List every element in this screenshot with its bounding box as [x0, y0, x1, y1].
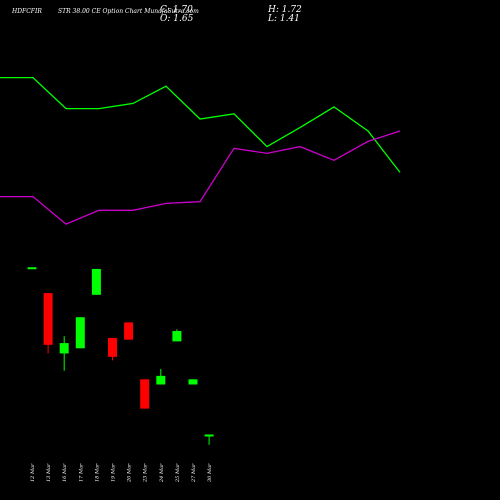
- x-tick-label: 30 Mar: [207, 463, 213, 482]
- candle-body: [172, 331, 182, 342]
- high-value: H: 1.72: [268, 5, 302, 15]
- candle: [59, 336, 69, 371]
- candle: [108, 337, 117, 361]
- candle-body: [91, 268, 101, 295]
- close-value: C: 1.70: [160, 5, 193, 15]
- x-tick-label: 24 Mar: [159, 463, 165, 483]
- candles: [27, 267, 214, 445]
- candle-body: [188, 379, 198, 385]
- candle: [140, 379, 150, 409]
- symbol-label: HDFCFIR: [12, 8, 42, 15]
- open-value: O: 1.65: [160, 14, 194, 24]
- candle: [156, 368, 166, 385]
- series-line-green: [0, 76, 401, 173]
- candle-body: [108, 337, 117, 357]
- candle-body: [43, 293, 53, 345]
- x-tick-label: 20 Mar: [127, 463, 133, 483]
- candle-body: [27, 267, 37, 270]
- x-tick-label: 13 Mar: [46, 463, 52, 482]
- x-tick-label: 19 Mar: [111, 463, 117, 482]
- x-tick-label: 25 Mar: [175, 463, 181, 483]
- chart-subtitle: STR 38.00 CE Option Chart MunafaSutra.co…: [58, 8, 199, 15]
- candle: [172, 329, 182, 342]
- candle-body: [59, 343, 69, 354]
- candle-body: [75, 317, 85, 349]
- candle: [188, 379, 198, 385]
- candle: [124, 322, 134, 340]
- x-axis-labels: 12 Mar 13 Mar 16 Mar 17 Mar 18 Mar 19 Mar 20 M…: [30, 463, 213, 483]
- candle: [43, 293, 53, 354]
- x-tick-label: 16 Mar: [62, 463, 68, 482]
- series-line-magenta: [0, 130, 401, 225]
- x-tick-label: 17 Mar: [78, 463, 84, 482]
- candle-body: [124, 322, 134, 340]
- candle: [27, 267, 37, 270]
- candle-body: [204, 434, 214, 437]
- candle: [91, 268, 101, 295]
- x-tick-label: 27 Mar: [191, 463, 197, 483]
- x-tick-label: 18 Mar: [94, 463, 100, 482]
- x-tick-label: 12 Mar: [30, 463, 36, 482]
- indicator-lines: [0, 76, 401, 225]
- candle-body: [156, 375, 166, 385]
- candle: [204, 434, 214, 445]
- candle: [75, 317, 85, 349]
- low-value: L: 1.41: [268, 14, 300, 24]
- x-tick-label: 23 Mar: [143, 463, 149, 483]
- candle-body: [140, 379, 150, 409]
